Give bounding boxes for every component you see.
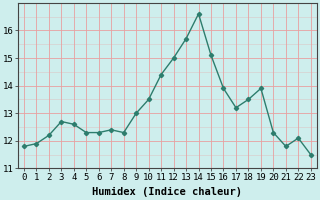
X-axis label: Humidex (Indice chaleur): Humidex (Indice chaleur) xyxy=(92,187,242,197)
